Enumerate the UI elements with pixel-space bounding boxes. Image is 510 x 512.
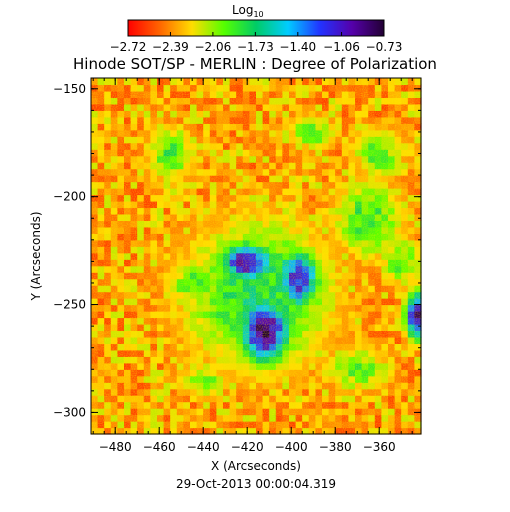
y-tick-label: −300: [53, 405, 86, 419]
colorbar-tick-label: −2.72: [110, 40, 147, 54]
timestamp: 29-Oct-2013 00:00:04.319: [176, 477, 336, 491]
x-tick-label: −360: [363, 440, 396, 454]
colorbar-tick-label: −2.39: [152, 40, 189, 54]
colorbar-tick-label: −1.06: [323, 40, 360, 54]
y-tick-label: −150: [53, 82, 86, 96]
colorbar-tick-label: −1.40: [279, 40, 316, 54]
colorbar-tick-label: −2.06: [195, 40, 232, 54]
colorbar-tick-labels: −2.72 −2.39 −2.06 −1.73 −1.40 −1.06 −0.73: [110, 32, 403, 54]
y-tick-label: −200: [53, 190, 86, 204]
x-tick-label: −460: [143, 440, 176, 454]
y-tick-label: −250: [53, 298, 86, 312]
colorbar: [127, 19, 385, 37]
x-axis-label: X (Arcseconds): [211, 459, 301, 473]
y-axis-ticks: −150 −200 −250 −300: [53, 82, 421, 435]
heatmap-noise-texture: [91, 78, 421, 434]
plot-area: [90, 77, 422, 435]
x-tick-label: −420: [231, 440, 264, 454]
colorbar-tick-label: −1.73: [237, 40, 274, 54]
x-tick-label: −440: [187, 440, 220, 454]
y-axis-label: Y (Arcseconds): [29, 211, 43, 301]
colorbar-tick-label: −0.73: [366, 40, 403, 54]
chart-title: Hinode SOT/SP - MERLIN : Degree of Polar…: [73, 55, 437, 73]
x-tick-label: −480: [99, 440, 132, 454]
x-tick-label: −400: [275, 440, 308, 454]
colorbar-label: Log10: [232, 3, 264, 19]
x-axis-ticks: −480 −460 −440 −420 −400 −380 −360: [92, 78, 413, 454]
plot-frame: [90, 77, 422, 435]
x-tick-label: −380: [319, 440, 352, 454]
